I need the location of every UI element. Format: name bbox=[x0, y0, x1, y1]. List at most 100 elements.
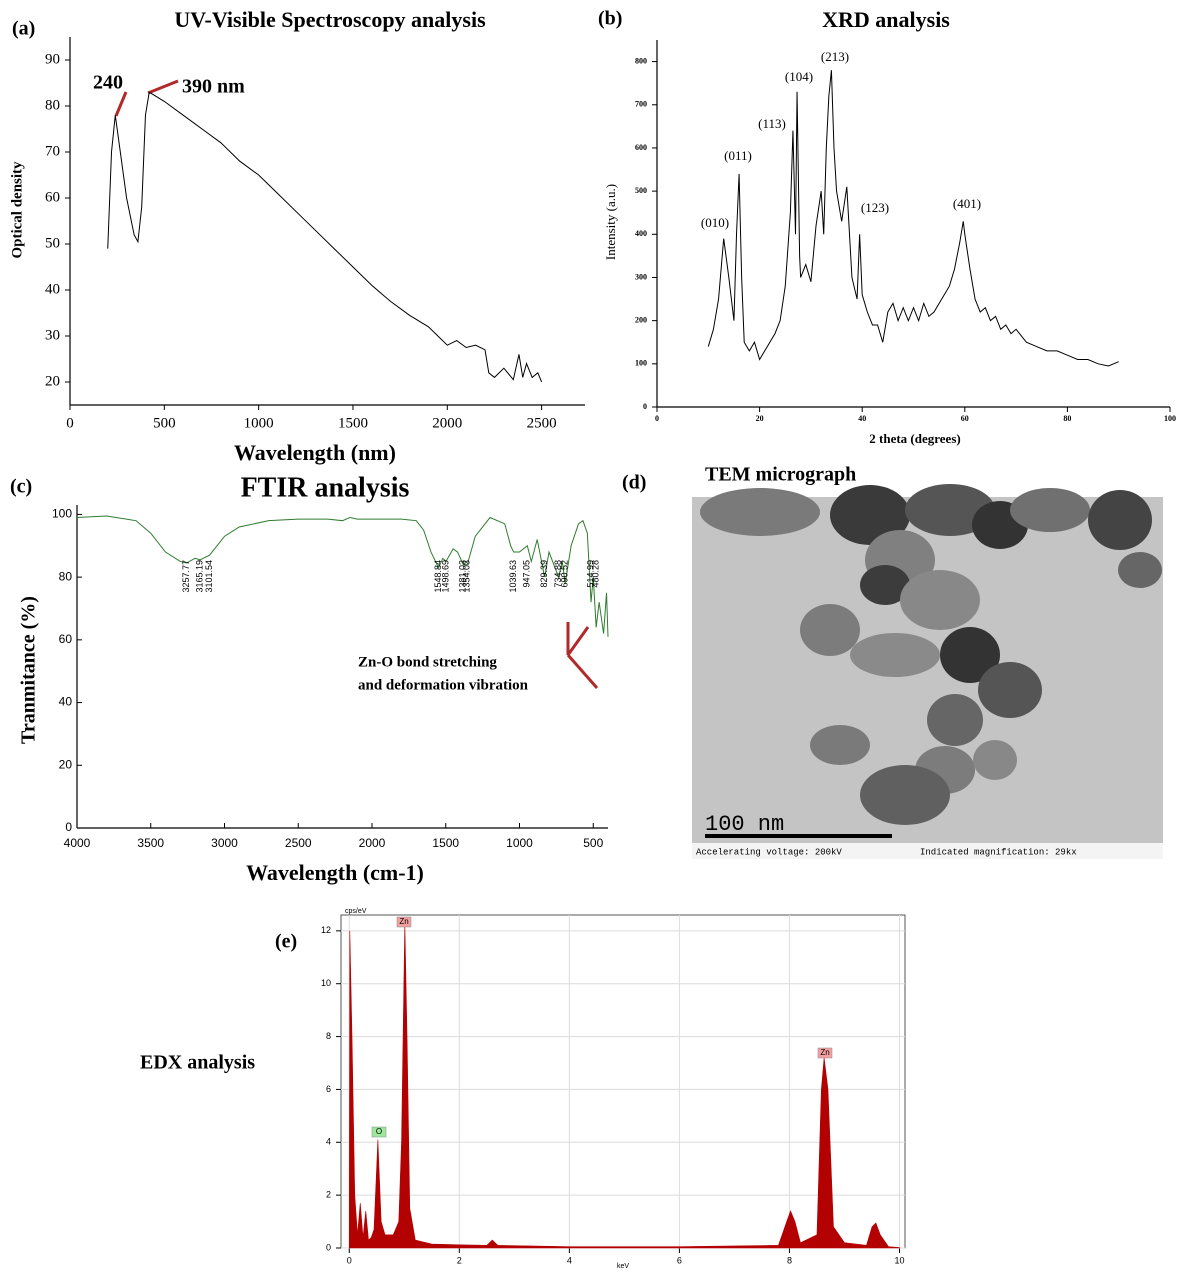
y-tick-label: 60 bbox=[59, 632, 73, 646]
x-tick-label: 4 bbox=[567, 1255, 572, 1265]
tem-magnification: Indicated magnification: 29kx bbox=[920, 847, 1077, 857]
panel-label: (d) bbox=[622, 472, 646, 494]
x-tick-label: 500 bbox=[153, 415, 176, 431]
annotation: 390 nm bbox=[182, 76, 245, 98]
chart-title: EDX analysis bbox=[140, 1052, 255, 1074]
tem-panel: (d) TEM micrograph 100 nm Acce bbox=[622, 464, 1163, 859]
x-tick-label: 1500 bbox=[432, 836, 459, 850]
y-axis-label: Optical density bbox=[9, 161, 25, 259]
x-tick-label: 40 bbox=[858, 414, 866, 423]
y-tick-label: 8 bbox=[326, 1031, 331, 1041]
x-tick-label: 1000 bbox=[506, 836, 533, 850]
x-tick-label: 2500 bbox=[285, 836, 312, 850]
x-axis-label: 2 theta (degrees) bbox=[869, 431, 960, 446]
x-tick-label: 3500 bbox=[137, 836, 164, 850]
tem-voltage: Accelerating voltage: 200kV bbox=[696, 847, 842, 857]
scale-bar-label: 100 nm bbox=[705, 812, 784, 837]
annotation: Zn bbox=[399, 917, 408, 926]
y-tick-label: 20 bbox=[59, 757, 73, 771]
panel-label: (b) bbox=[598, 8, 622, 30]
x-axis-label: Wavelength (cm-1) bbox=[246, 860, 424, 885]
y-tick-label: 2 bbox=[326, 1190, 331, 1200]
annotation: (104) bbox=[785, 69, 813, 84]
y-tick-label: 100 bbox=[635, 359, 647, 368]
peak-label: 480.28 bbox=[591, 560, 601, 588]
x-tick-label: 100 bbox=[1164, 414, 1176, 423]
x-tick-label: 2 bbox=[457, 1255, 462, 1265]
y-tick-label: 0 bbox=[326, 1242, 331, 1252]
chart-title: FTIR analysis bbox=[241, 472, 410, 503]
y-tick-label: 80 bbox=[45, 97, 60, 113]
annotation: Zn bbox=[820, 1048, 829, 1057]
annotation: Zn-O bond stretching bbox=[358, 654, 497, 670]
annotation: (010) bbox=[701, 215, 729, 230]
y-tick-label: 400 bbox=[635, 229, 647, 238]
x-tick-label: 2000 bbox=[359, 836, 386, 850]
y-tick-label: 0 bbox=[643, 402, 647, 411]
x-axis-label: keV bbox=[617, 1263, 629, 1270]
y-tick-label: 600 bbox=[635, 143, 647, 152]
peak-label: 514.99 bbox=[585, 560, 595, 588]
y-tick-label: 0 bbox=[65, 820, 72, 834]
x-tick-label: 2500 bbox=[527, 415, 557, 431]
peak-label: 1039.63 bbox=[508, 560, 518, 593]
annotation: O bbox=[376, 1127, 382, 1136]
y-tick-label: 4 bbox=[326, 1137, 331, 1147]
peak-tag bbox=[371, 1126, 387, 1138]
y-tick-label: 6 bbox=[326, 1084, 331, 1094]
spectrum-area bbox=[348, 922, 900, 1249]
y-tick-label: 500 bbox=[635, 186, 647, 195]
x-tick-label: 1500 bbox=[338, 415, 368, 431]
annotation: (123) bbox=[861, 200, 889, 215]
x-tick-label: 10 bbox=[894, 1255, 904, 1265]
y-tick-label: 90 bbox=[45, 51, 60, 67]
annotation-pointers bbox=[114, 79, 599, 689]
x-tick-label: 0 bbox=[347, 1255, 352, 1265]
x-tick-label: 1000 bbox=[244, 415, 274, 431]
x-tick-label: 500 bbox=[583, 836, 603, 850]
y-axis-label: cps/eV bbox=[345, 908, 367, 915]
y-tick-label: 200 bbox=[635, 315, 647, 324]
y-tick-label: 300 bbox=[635, 272, 647, 281]
x-tick-label: 6 bbox=[677, 1255, 682, 1265]
x-tick-label: 0 bbox=[655, 414, 659, 423]
peak-label: 1354.03 bbox=[462, 560, 472, 593]
x-tick-label: 0 bbox=[66, 415, 74, 431]
tem-title: TEM micrograph bbox=[705, 464, 856, 486]
annotation: (011) bbox=[724, 148, 752, 163]
y-tick-label: 60 bbox=[45, 189, 60, 205]
y-tick-label: 70 bbox=[45, 143, 60, 159]
y-tick-label: 10 bbox=[321, 978, 331, 988]
peak-label: 1548.84 bbox=[433, 560, 443, 593]
peak-label: 1498.69 bbox=[440, 560, 450, 593]
panel-label: (c) bbox=[10, 476, 32, 498]
y-tick-label: 40 bbox=[45, 281, 60, 297]
peak-label: 947.05 bbox=[522, 560, 532, 588]
peak-tag bbox=[396, 916, 412, 928]
peak-label: 3165.19 bbox=[195, 560, 205, 593]
y-tick-label: 800 bbox=[635, 56, 647, 65]
chart-title: XRD analysis bbox=[822, 7, 950, 32]
data-line bbox=[76, 515, 609, 637]
peak-label: 829.39 bbox=[539, 560, 549, 588]
x-tick-label: 4000 bbox=[64, 836, 91, 850]
y-tick-label: 80 bbox=[59, 569, 73, 583]
y-tick-label: 20 bbox=[45, 373, 60, 389]
annotation: 240 bbox=[93, 72, 123, 94]
peak-tag bbox=[817, 1047, 833, 1059]
data-line bbox=[107, 91, 543, 383]
data-line bbox=[707, 70, 1119, 367]
x-tick-label: 2000 bbox=[432, 415, 462, 431]
peak-label: 690.52 bbox=[560, 560, 570, 588]
peak-label: 734.88 bbox=[553, 560, 563, 588]
tem-particles bbox=[700, 484, 1162, 825]
annotation: (213) bbox=[821, 49, 849, 64]
x-tick-label: 8 bbox=[787, 1255, 792, 1265]
x-tick-label: 20 bbox=[756, 414, 764, 423]
x-axis-label: Wavelength (nm) bbox=[234, 440, 396, 465]
y-tick-label: 40 bbox=[59, 695, 73, 709]
panel-label: (e) bbox=[275, 931, 297, 953]
peak-label: 3257.77 bbox=[181, 560, 191, 593]
annotation: (401) bbox=[953, 196, 981, 211]
peak-label: 1381.03 bbox=[458, 560, 468, 593]
